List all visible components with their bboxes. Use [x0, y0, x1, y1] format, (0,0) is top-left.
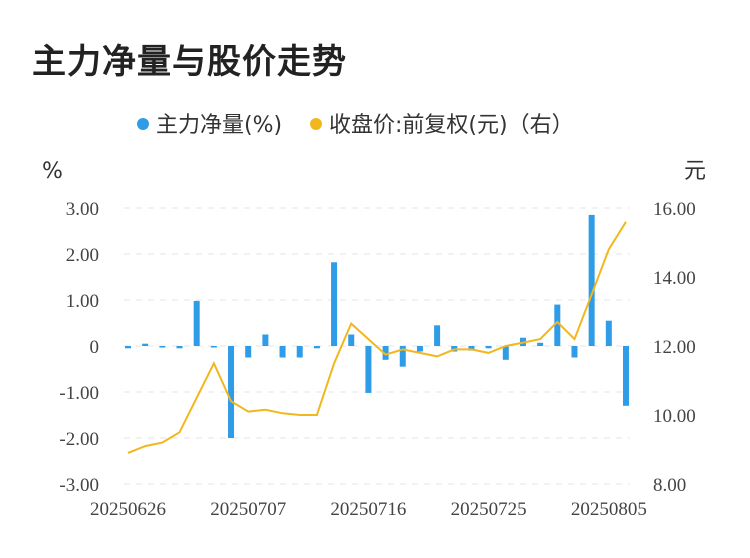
net-flow-bar	[623, 346, 629, 406]
net-flow-bar	[502, 346, 509, 360]
x-tick-label: 20250626	[90, 499, 166, 520]
x-tick-label: 20250725	[451, 499, 527, 520]
net-flow-bar	[399, 346, 406, 367]
net-flow-bars	[125, 214, 629, 438]
net-flow-bar	[279, 346, 286, 358]
left-tick-label: -1.00	[59, 383, 99, 404]
left-tick-label: 0	[90, 337, 100, 358]
x-tick-label: 20250716	[330, 499, 406, 520]
net-flow-bar	[571, 346, 578, 358]
right-tick-label: 10.00	[653, 406, 696, 427]
right-tick-label: 12.00	[653, 337, 696, 358]
right-axis-ticks: 16.00 14.00 12.00 10.00 8.00	[653, 199, 696, 496]
net-flow-bar	[193, 300, 200, 346]
gridlines	[124, 207, 630, 485]
close-price-line	[127, 221, 627, 454]
left-tick-label: -2.00	[59, 429, 99, 450]
net-flow-bar	[468, 346, 475, 351]
chart-title: 主力净量与股价走势	[32, 42, 347, 82]
net-flow-bar	[554, 304, 561, 346]
net-flow-bar	[588, 214, 595, 346]
x-axis-ticks: 20250626 20250707 20250716 20250725 20250805	[90, 499, 647, 520]
right-axis-unit: 元	[684, 159, 706, 184]
left-axis-unit: %	[42, 159, 63, 184]
net-flow-bar	[416, 346, 423, 352]
left-tick-label: 3.00	[66, 199, 99, 220]
x-tick-label: 20250707	[210, 499, 286, 520]
net-flow-bar	[296, 346, 303, 358]
net-flow-bar	[125, 346, 131, 349]
net-flow-bar	[313, 346, 320, 349]
net-flow-bar	[485, 346, 492, 349]
right-tick-label: 14.00	[653, 268, 696, 289]
net-flow-bar	[365, 346, 372, 393]
legend-label-net-flow: 主力净量(%)	[156, 113, 282, 138]
net-flow-bar	[228, 346, 235, 438]
net-flow-bar	[176, 346, 183, 349]
left-tick-label: 1.00	[66, 291, 99, 312]
net-flow-bar	[262, 334, 269, 346]
net-flow-bar	[605, 320, 612, 346]
left-tick-label: 2.00	[66, 245, 99, 266]
net-flow-bar	[159, 346, 166, 348]
left-axis-ticks: 3.00 2.00 1.00 0 -1.00 -2.00 -3.00	[59, 199, 99, 496]
net-flow-bar	[210, 346, 217, 348]
right-tick-label: 8.00	[653, 475, 686, 496]
net-flow-bar	[331, 262, 338, 346]
net-flow-bar	[348, 334, 355, 346]
net-flow-bar	[537, 342, 544, 346]
legend-label-close-price: 收盘价:前复权(元)（右）	[329, 113, 574, 138]
legend-marker-net-flow	[137, 118, 149, 130]
net-flow-bar	[142, 343, 149, 346]
net-flow-bar	[382, 346, 389, 360]
net-flow-bar	[245, 346, 252, 358]
right-tick-label: 16.00	[653, 199, 696, 220]
legend: 主力净量(%) 收盘价:前复权(元)（右）	[137, 113, 574, 138]
legend-marker-close-price	[310, 118, 322, 130]
net-flow-bar	[434, 325, 441, 346]
x-tick-label: 20250805	[571, 499, 647, 520]
left-tick-label: -3.00	[59, 475, 99, 496]
